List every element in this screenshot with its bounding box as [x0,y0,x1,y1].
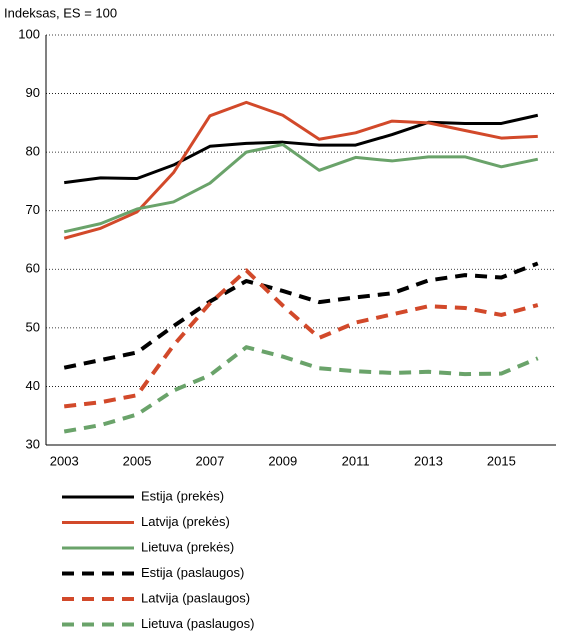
series-line [63,345,539,434]
y-tick-label: 80 [26,144,40,159]
series-line [63,261,539,370]
x-tick-label: 2005 [123,453,152,468]
legend-label: Latvija (prekės) [141,514,230,529]
y-tick-label: 40 [26,378,40,393]
x-tick-label: 2003 [50,453,79,468]
legend-label: Estija (paslaugos) [141,565,244,580]
x-tick-label: 2013 [414,453,443,468]
legend-label: Estija (prekės) [141,488,224,503]
y-tick-label: 60 [26,261,40,276]
y-tick-label: 50 [26,319,40,334]
x-tick-label: 2011 [342,453,370,468]
x-tick-label: 2009 [268,453,297,468]
y-axis-label: Indeksas, ES = 100 [4,5,117,20]
x-tick-label: 2007 [195,453,224,468]
y-tick-label: 100 [18,26,40,41]
series-line [63,268,539,409]
y-tick-label: 30 [26,436,40,451]
legend-label: Latvija (paslaugos) [141,590,250,605]
y-tick-label: 90 [26,85,40,100]
series-line [64,113,539,185]
legend-label: Lietuva (prekės) [141,539,234,554]
y-tick-label: 70 [26,202,40,217]
series-line [63,143,539,234]
x-tick-label: 2015 [487,453,516,468]
legend-label: Lietuva (paslaugos) [141,616,254,631]
series-line [63,100,538,240]
